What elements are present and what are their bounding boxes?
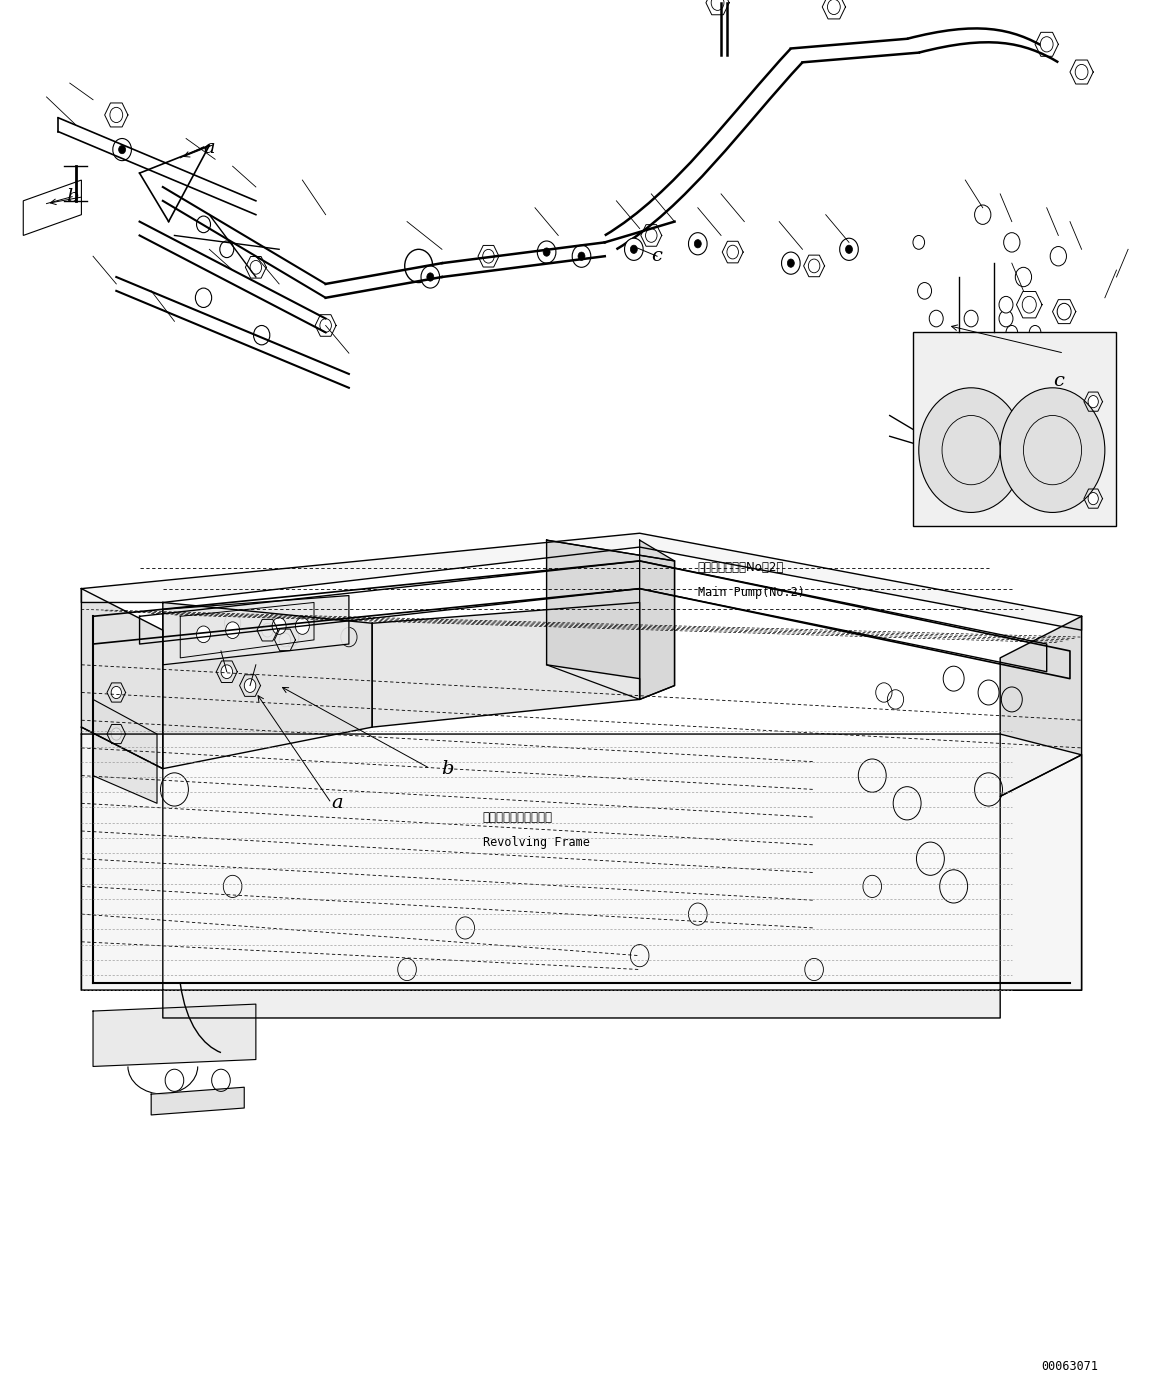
Text: a: a (204, 140, 215, 157)
Text: b: b (442, 760, 454, 777)
Circle shape (625, 238, 643, 260)
Circle shape (688, 233, 707, 255)
Circle shape (1050, 247, 1066, 266)
Circle shape (828, 0, 840, 15)
Circle shape (320, 319, 331, 332)
Circle shape (919, 388, 1023, 512)
Polygon shape (1000, 616, 1082, 796)
Polygon shape (163, 596, 349, 665)
Polygon shape (93, 1004, 256, 1066)
Circle shape (221, 665, 233, 679)
Circle shape (1057, 303, 1071, 320)
Polygon shape (81, 727, 1082, 1018)
Circle shape (421, 266, 440, 288)
Circle shape (279, 633, 291, 647)
Circle shape (578, 252, 585, 260)
Circle shape (929, 310, 943, 327)
Circle shape (846, 245, 852, 253)
Circle shape (272, 618, 286, 634)
Circle shape (1089, 493, 1098, 504)
Circle shape (405, 249, 433, 283)
Polygon shape (93, 699, 157, 803)
Circle shape (543, 248, 550, 256)
Circle shape (782, 252, 800, 274)
Circle shape (197, 626, 211, 643)
Circle shape (226, 622, 240, 638)
Circle shape (964, 310, 978, 327)
Polygon shape (163, 602, 372, 769)
Circle shape (295, 618, 309, 634)
Text: Main Pump(No.2): Main Pump(No.2) (698, 586, 805, 600)
Circle shape (427, 273, 434, 281)
Circle shape (1004, 233, 1020, 252)
Text: a: a (331, 795, 343, 812)
Circle shape (119, 145, 126, 154)
Polygon shape (640, 540, 675, 699)
Circle shape (112, 687, 121, 698)
Text: レボルビングフレーム: レボルビングフレーム (483, 810, 552, 824)
Polygon shape (372, 602, 640, 727)
Circle shape (840, 238, 858, 260)
Text: メインポンプ（No．2）: メインポンプ（No．2） (698, 561, 784, 575)
Text: 00063071: 00063071 (1041, 1360, 1098, 1374)
Circle shape (712, 0, 723, 11)
Circle shape (1022, 296, 1036, 313)
Polygon shape (81, 734, 1082, 990)
Circle shape (918, 283, 932, 299)
Circle shape (1000, 388, 1105, 512)
Circle shape (1076, 64, 1089, 80)
Circle shape (1058, 305, 1071, 320)
Circle shape (262, 623, 273, 637)
Circle shape (787, 259, 794, 267)
Bar (913, 332, 1116, 526)
Circle shape (975, 205, 991, 224)
Polygon shape (81, 589, 163, 769)
Circle shape (999, 310, 1013, 327)
Polygon shape (81, 533, 1082, 630)
Circle shape (1040, 36, 1054, 53)
Circle shape (1015, 267, 1032, 287)
Circle shape (572, 245, 591, 267)
Circle shape (112, 729, 121, 740)
Circle shape (244, 679, 256, 692)
Polygon shape (547, 540, 675, 699)
Circle shape (110, 107, 123, 123)
Circle shape (250, 260, 262, 274)
Circle shape (999, 296, 1013, 313)
Text: c: c (651, 248, 663, 265)
Circle shape (483, 249, 494, 263)
Circle shape (630, 245, 637, 253)
Text: c: c (1053, 373, 1064, 389)
Polygon shape (151, 1087, 244, 1115)
Text: Revolving Frame: Revolving Frame (483, 835, 590, 849)
Text: b: b (66, 188, 78, 205)
Circle shape (808, 259, 820, 273)
Circle shape (727, 245, 739, 259)
Circle shape (645, 229, 657, 242)
Circle shape (537, 241, 556, 263)
Circle shape (1089, 396, 1098, 407)
Circle shape (694, 240, 701, 248)
